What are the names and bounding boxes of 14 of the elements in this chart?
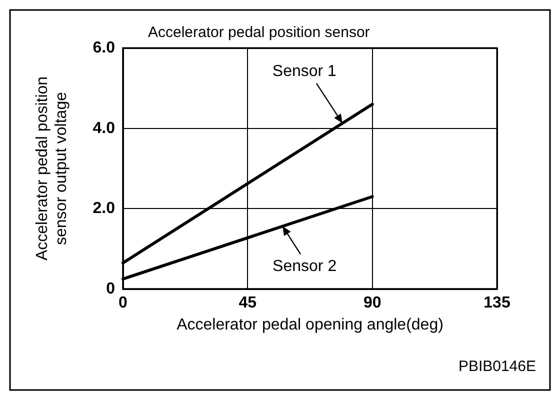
y-tick-label: 4.0 bbox=[92, 120, 116, 137]
y-axis-title: Accelerator pedal position sensor output voltage bbox=[34, 76, 70, 261]
x-tick-label: 0 bbox=[118, 294, 128, 312]
legend-label: Sensor 2 bbox=[272, 258, 337, 275]
x-tick-label: 45 bbox=[238, 294, 257, 312]
chart-title: Accelerator pedal position sensor bbox=[148, 24, 370, 41]
x-tick-label: 90 bbox=[363, 294, 382, 312]
y-tick-label: 0 bbox=[106, 280, 116, 298]
text: PBIB0146E bbox=[458, 358, 536, 375]
y-tick-label: 6.0 bbox=[92, 40, 116, 56]
x-axis-title: Accelerator pedal opening angle(deg) bbox=[176, 316, 444, 334]
x-tick-label: 135 bbox=[484, 294, 510, 312]
y-tick-label: 2.0 bbox=[92, 200, 116, 218]
text: Sensor 1 bbox=[272, 62, 337, 80]
